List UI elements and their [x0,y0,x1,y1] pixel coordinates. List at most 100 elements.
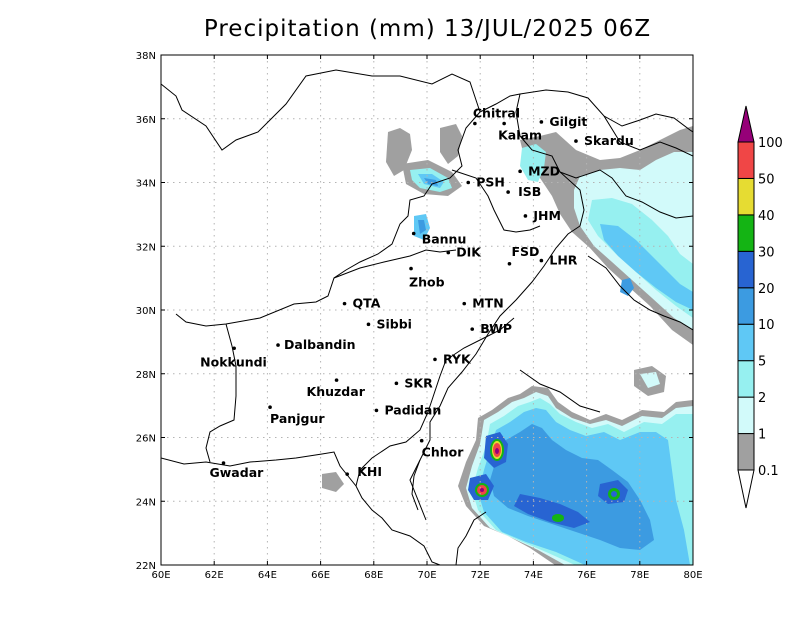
city-label: DIK [456,245,482,260]
city-dot [574,139,578,143]
city-dot [334,378,339,382]
provincial-kp-balochistan [333,249,457,279]
rain-region-southeast-blue [490,424,654,550]
pakistan-iran-border [205,323,237,463]
map-gridlines [161,55,693,565]
rain-region-northeast-blue [620,278,634,296]
city-dot [433,357,437,362]
city-bwp: BWP [470,321,512,336]
city-label: Chitral [473,106,520,121]
city-dot [394,381,399,386]
afghanistan-border [161,69,481,151]
colorbar-segment [737,141,755,179]
city-dot [268,405,272,410]
colorbar-segment [737,287,755,325]
x-tick-label: 60E [151,570,170,581]
city-dot [507,261,512,266]
india-china-border [603,115,693,157]
city-bannu: Bannu [411,231,467,247]
colorbar-label: 0.1 [758,464,779,479]
city-dot [232,346,236,351]
colorbar-label: 40 [758,209,775,224]
city-chhor: Chhor [419,438,464,460]
city-label: KHI [357,464,382,479]
city-label: Khuzdar [307,384,366,399]
city-nokkundi: Nokkundi [200,346,267,369]
y-tick-label: 36N [136,115,156,126]
city-dot [366,322,371,327]
city-psh: PSH [466,175,505,190]
x-tick-label: 74E [524,570,543,581]
y-tick-label: 28N [136,370,156,381]
city-dalbandin: Dalbandin [276,337,356,352]
city-dot [345,472,350,476]
kashmir-loc [559,169,693,219]
coastline-east [455,511,487,565]
colorbar-label: 50 [758,172,775,187]
colorbar-label: 10 [758,318,775,333]
city-kalam: Kalam [498,121,542,143]
provincial-punjab-sindh [445,317,515,361]
city-dot [502,121,506,126]
city-dot [409,266,413,271]
city-label: Sibbi [376,316,411,331]
colorbar-label: 5 [758,355,766,370]
y-tick-label: 30N [136,306,156,317]
colorbar: 0.1 1 2 5 10 20 30 40 50 100 [737,105,783,509]
city-label: JHM [532,208,561,223]
city-ryk: RYK [433,351,472,366]
city-label: RYK [443,351,472,366]
city-dot [419,438,424,443]
colorbar-over-triangle [737,105,755,143]
city-chitral: Chitral [473,106,520,126]
colorbar-label: 2 [758,391,766,406]
north-border [479,89,693,133]
x-tick-label: 64E [258,570,277,581]
city-khuzdar: Khuzdar [307,378,366,399]
city-label: BWP [480,321,512,336]
city-dot [470,327,475,331]
city-dot [221,461,226,465]
provincial-kp-punjab [451,169,541,233]
city-label: Nokkundi [200,354,267,369]
city-label: QTA [353,296,381,311]
city-mzd: MZD [518,163,560,178]
x-tick-label: 66E [311,570,330,581]
city-label: ISB [518,184,541,199]
pakistan-afghan-border [175,111,481,327]
city-label: Bannu [422,232,467,247]
x-tick-label: 68E [364,570,383,581]
city-dot [539,120,544,124]
rain-region-northeast-skyblue [600,224,693,310]
india-state-border-2 [519,369,601,413]
colorbar-label: 20 [758,282,775,297]
city-dot [411,231,416,236]
rain-region-coast-gray [322,472,344,492]
colorbar-segment [737,396,755,435]
colorbar-segment [737,433,755,471]
city-skr: SKR [394,375,433,390]
city-sibbi: Sibbi [366,316,412,331]
city-gwadar: Gwadar [210,461,264,480]
colorbar-segment [737,177,755,216]
x-tick-label: 80E [683,570,702,581]
city-label: LHR [549,253,577,268]
city-zhob: Zhob [409,266,445,290]
city-mtn: MTN [462,296,504,311]
provincial-sindh-india [411,459,421,511]
city-label: Kalam [498,128,542,143]
city-dot [539,258,544,263]
city-dik: DIK [446,245,482,260]
city-skardu: Skardu [574,133,634,148]
city-dot [466,180,471,185]
city-gilgit: Gilgit [539,114,587,129]
city-khi: KHI [345,464,382,479]
map-title: Precipitation (mm) 13/JUL/2025 06Z [203,16,652,42]
provincial-balochistan-sindh [355,359,447,487]
x-tick-label: 70E [417,570,436,581]
city-fsd: FSD [507,244,539,266]
city-dot [506,190,510,194]
y-tick-label: 26N [136,434,156,445]
city-label: Skardu [584,133,634,148]
